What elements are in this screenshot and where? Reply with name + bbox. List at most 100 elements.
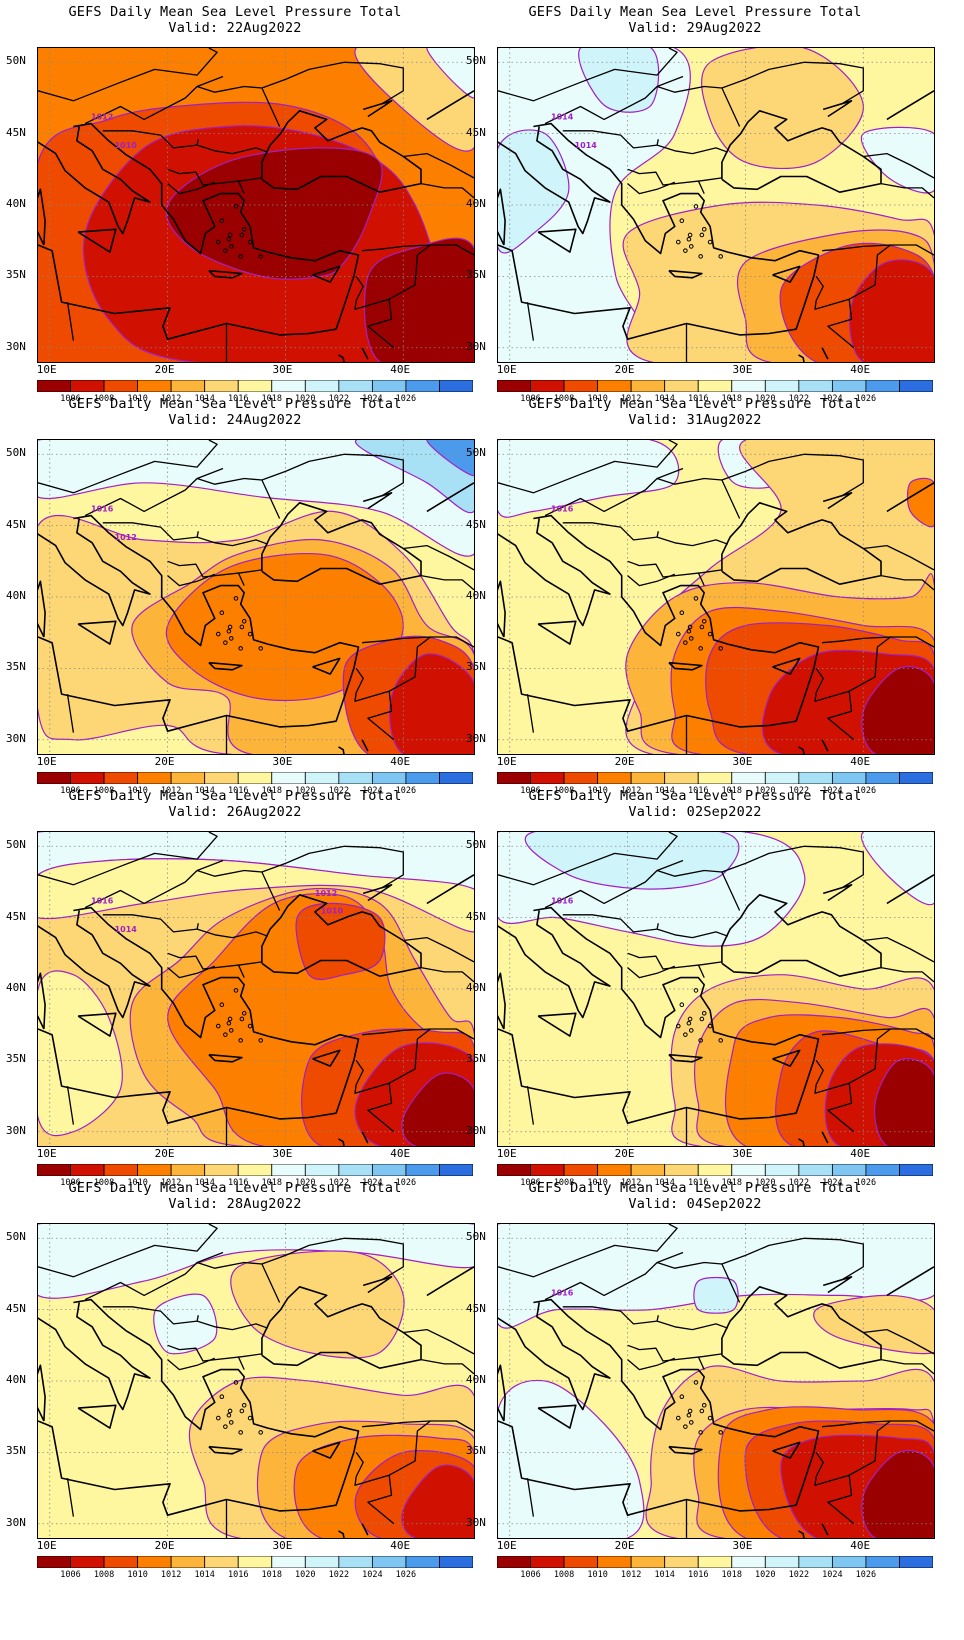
coastline (798, 1530, 805, 1538)
colorbar (37, 1556, 473, 1568)
country-border (261, 845, 404, 889)
country-border (367, 691, 395, 741)
colorbar-label: 1024 (362, 1570, 383, 1580)
colorbar-swatch (137, 1556, 172, 1568)
colorbar-swatch (664, 380, 699, 392)
coastline (668, 269, 703, 279)
coastline (338, 746, 345, 754)
country-border (863, 544, 934, 571)
island-marker (699, 624, 705, 630)
island-marker (675, 631, 681, 637)
pressure-region (813, 1294, 934, 1355)
coastline (822, 491, 853, 510)
coastline (498, 514, 820, 733)
colorbar-label: 1016 (227, 394, 249, 404)
colorbar-label: 1020 (755, 1570, 776, 1580)
lon-tick-label: 10E (496, 1147, 517, 1160)
island-marker (215, 631, 221, 637)
country-border (420, 966, 474, 983)
colorbar-swatch (70, 1164, 105, 1176)
coastline (822, 883, 853, 902)
pressure-region (701, 48, 864, 170)
colorbar-swatch (530, 772, 565, 784)
island-marker (686, 1412, 692, 1418)
colorbar-label: 1018 (261, 394, 282, 404)
island-marker (686, 236, 692, 242)
colorbar-label: 1012 (620, 1570, 642, 1580)
lon-tick-label: 40E (390, 363, 411, 376)
colorbar-swatch (731, 380, 766, 392)
lon-tick-label: 10E (36, 363, 57, 376)
colorbar-label: 1024 (822, 394, 843, 404)
colorbar-label: 1020 (295, 1178, 316, 1188)
country-border (544, 869, 741, 911)
island-marker (247, 631, 253, 637)
lon-tick-label: 20E (154, 755, 175, 768)
colorbar-swatch (371, 772, 407, 784)
country-border (167, 1357, 216, 1371)
country-border (880, 966, 934, 983)
country-border (102, 522, 199, 541)
coastline (361, 739, 369, 752)
coastline (498, 188, 506, 246)
country-border (196, 75, 224, 88)
country-border (627, 181, 676, 195)
colorbar (37, 1164, 473, 1176)
colorbar-swatch (304, 772, 340, 784)
country-border (526, 1086, 535, 1125)
colorbar-swatch (831, 380, 867, 392)
coastline (38, 910, 151, 1019)
island-marker (699, 1408, 705, 1414)
coastline (798, 354, 805, 362)
island-marker (215, 239, 221, 245)
map-area: 1014 1014 (497, 47, 935, 363)
lon-tick-label: 30E (732, 1539, 753, 1552)
island-marker (215, 1023, 221, 1029)
island-marker (219, 218, 225, 223)
lat-tick-label: 45N (466, 1301, 486, 1315)
country-border (562, 914, 659, 933)
coastline (498, 1302, 611, 1411)
colorbar-swatch (271, 1556, 306, 1568)
country-border (354, 1028, 431, 1094)
country-border (827, 299, 855, 349)
country-border (863, 152, 934, 179)
country-border (721, 453, 864, 497)
island-marker (687, 624, 693, 630)
lat-tick-label: 30N (466, 1123, 486, 1137)
colorbar-label: 1010 (587, 786, 608, 796)
lon-tick-label: 20E (614, 1147, 635, 1160)
map-panel-7: GEFS Daily Mean Sea Level Pressure Total… (0, 1176, 482, 1586)
country-border (498, 1224, 678, 1278)
colorbar-swatch (697, 380, 733, 392)
map-panel-3: GEFS Daily Mean Sea Level Pressure Total… (0, 392, 482, 802)
country-border (261, 1237, 404, 1281)
map-panel-8: GEFS Daily Mean Sea Level Pressure Total… (460, 1176, 942, 1586)
coastline (38, 126, 151, 235)
coastline (362, 99, 393, 118)
colorbar-label: 1010 (127, 1570, 148, 1580)
coastline (312, 657, 341, 675)
colorbar-label: 1026 (395, 1570, 417, 1580)
country-border (196, 928, 269, 939)
colorbar-label: 1010 (587, 1570, 608, 1580)
country-border (66, 1478, 75, 1517)
coastline (261, 501, 422, 585)
country-border (656, 467, 684, 480)
colorbar-swatch (405, 380, 440, 392)
pressure-region (861, 1449, 934, 1538)
colorbar-label: 1010 (127, 394, 148, 404)
lat-tick-label: 50N (466, 446, 486, 460)
lon-tick-label: 40E (390, 1539, 411, 1552)
lat-tick-label: 45N (466, 517, 486, 531)
lat-tick-label: 50N (6, 54, 26, 68)
coastline (38, 514, 360, 733)
lat-tick-label: 45N (6, 125, 26, 139)
colorbar-label: 1014 (194, 1178, 215, 1188)
country-border (420, 182, 474, 199)
colorbar-swatch (597, 772, 632, 784)
coastline (886, 1266, 934, 1297)
pressure-region (578, 48, 660, 113)
map-panel-1: GEFS Daily Mean Sea Level Pressure Total… (0, 0, 482, 410)
map-panel-5: GEFS Daily Mean Sea Level Pressure Total… (0, 784, 482, 1194)
